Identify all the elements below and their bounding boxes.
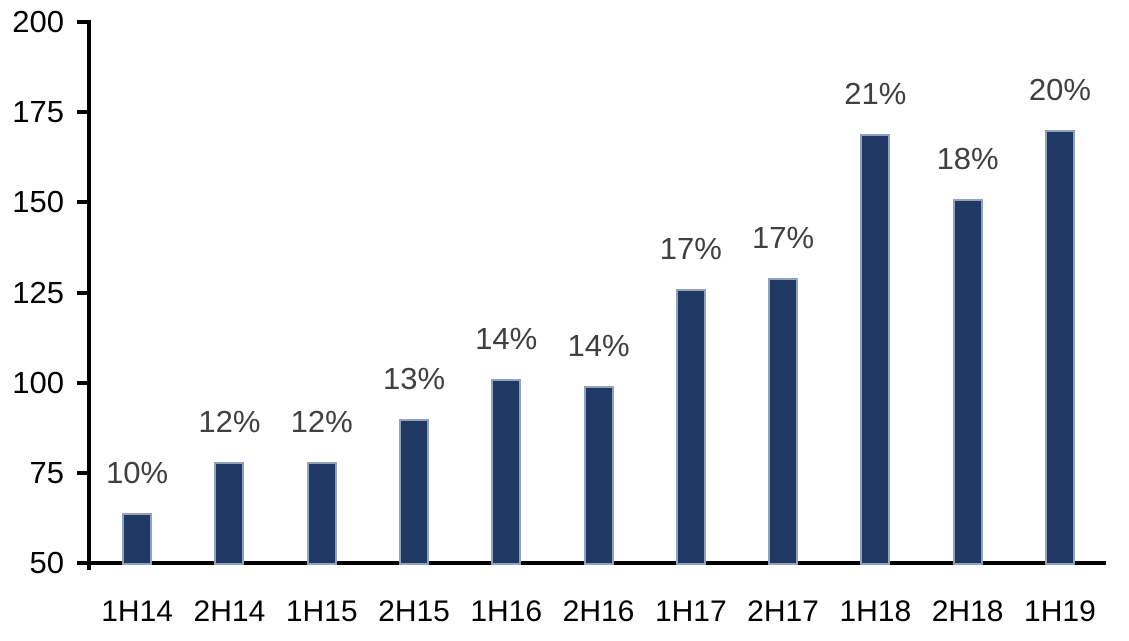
x-axis-tick-label: 1H15 <box>285 595 358 628</box>
x-axis-tick-label: 2H16 <box>562 595 635 628</box>
bar-data-label: 14% <box>475 321 538 357</box>
bar-1h19 <box>1044 130 1075 565</box>
bar-1h14 <box>122 512 153 565</box>
y-axis-line <box>87 20 91 570</box>
x-axis-tick-label: 2H18 <box>931 595 1004 628</box>
y-axis-tick-label: 150 <box>12 184 64 220</box>
x-axis-tick-label: 2H14 <box>193 595 266 628</box>
bar-1h16 <box>491 379 522 565</box>
y-axis-tick <box>77 20 87 24</box>
y-axis-tick-label: 75 <box>29 454 64 490</box>
y-axis-tick-label: 125 <box>12 274 64 310</box>
y-axis-tick-label: 100 <box>12 364 64 400</box>
bar-1h15 <box>306 462 337 565</box>
x-axis-tick-label: 1H17 <box>654 595 727 628</box>
x-axis-tick-label: 2H17 <box>747 595 819 628</box>
y-axis-tick-label: 200 <box>12 4 64 39</box>
bar-data-label: 17% <box>751 220 815 256</box>
x-axis-tick-label: 1H18 <box>839 595 912 628</box>
bar-data-label: 18% <box>936 140 999 176</box>
bar-data-label: 12% <box>198 404 261 439</box>
y-axis-tick <box>77 470 87 475</box>
x-axis-tick-label: 2H15 <box>378 595 450 628</box>
y-axis-tick <box>77 380 87 385</box>
bar-2h18 <box>952 198 983 565</box>
bar-data-label: 14% <box>567 328 630 364</box>
x-axis-tick-label: 1H16 <box>470 595 543 628</box>
y-axis-tick <box>77 290 87 295</box>
bar-data-label: 20% <box>1028 72 1091 108</box>
bar-data-label: 17% <box>659 230 722 266</box>
y-axis-tick <box>77 200 87 205</box>
bar-2h14 <box>214 462 245 565</box>
bar-2h15 <box>399 418 429 565</box>
bar-data-label: 21% <box>844 75 907 111</box>
y-axis-tick-label: 175 <box>12 94 64 130</box>
y-axis-tick <box>77 561 87 565</box>
bar-data-label: 12% <box>290 404 353 439</box>
bar-1h17 <box>675 288 706 565</box>
y-axis-tick <box>77 110 87 115</box>
bar-data-label: 10% <box>106 454 169 490</box>
x-axis-tick-label: 1H14 <box>101 595 173 628</box>
bar-2h17 <box>768 278 798 565</box>
bar-1h18 <box>860 133 891 565</box>
bar-data-label: 13% <box>382 360 446 396</box>
bar-2h16 <box>583 386 614 565</box>
y-axis-tick-label: 50 <box>29 545 64 580</box>
x-axis-tick-label: 1H19 <box>1024 595 1096 628</box>
